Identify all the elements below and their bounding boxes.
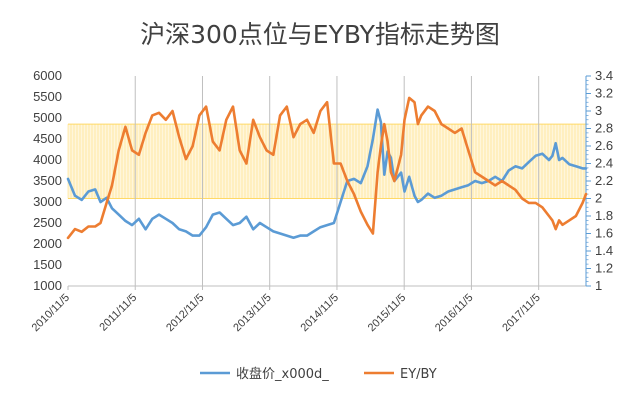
right-tick-label: 2 [595,191,602,206]
left-tick-label: 4500 [33,131,62,146]
series-line-eyby [66,96,588,240]
x-tick-label: 2017/11/5 [500,292,543,335]
x-tick-label: 2015/11/5 [366,292,409,335]
left-tick-label: 4000 [33,152,62,167]
right-tick-label: 1.6 [595,226,613,241]
right-tick-label: 2.4 [595,156,613,171]
legend-label-eyby: EY/BY [400,367,437,382]
right-tick-label: 2.8 [595,121,613,136]
chart-title: 沪深300点位与EYBY指标走势图 [140,20,500,49]
series-line-close-price [66,108,588,239]
left-tick-label: 6000 [33,68,62,83]
legend: 收盘价_x000d_ EY/BY [200,366,437,382]
legend-label-close-price: 收盘价_x000d_ [236,366,329,382]
x-tick-label: 2016/11/5 [433,292,476,335]
right-tick-label: 3 [595,103,602,118]
left-tick-label: 2500 [33,215,62,230]
left-tick-label: 5500 [33,89,62,104]
left-tick-label: 1500 [33,257,62,272]
x-tick-label: 2011/11/5 [97,292,139,334]
right-tick-label: 1 [595,278,602,293]
x-tick-label: 2012/11/5 [164,292,207,335]
band-layer [67,123,586,199]
right-tick-label: 2.2 [595,173,613,188]
right-tick-label: 2.6 [595,138,613,153]
left-tick-label: 3500 [33,173,62,188]
right-tick-label: 1.2 [595,261,613,276]
series-layer [66,96,588,240]
left-tick-label: 2000 [33,236,62,251]
left-tick-label: 5000 [33,110,62,125]
right-tick-label: 1.8 [595,208,613,223]
left-tick-label: 3000 [33,194,62,209]
x-tick-label: 2014/11/5 [299,292,342,335]
x-tick-label: 2013/11/5 [231,292,274,335]
right-tick-label: 3.2 [595,86,613,101]
left-tick-label: 1000 [33,278,62,293]
x-tick-label: 2010/11/5 [30,292,73,335]
right-tick-label: 1.4 [595,243,613,258]
highlight-band [68,124,586,199]
right-tick-label: 3.4 [595,68,613,83]
